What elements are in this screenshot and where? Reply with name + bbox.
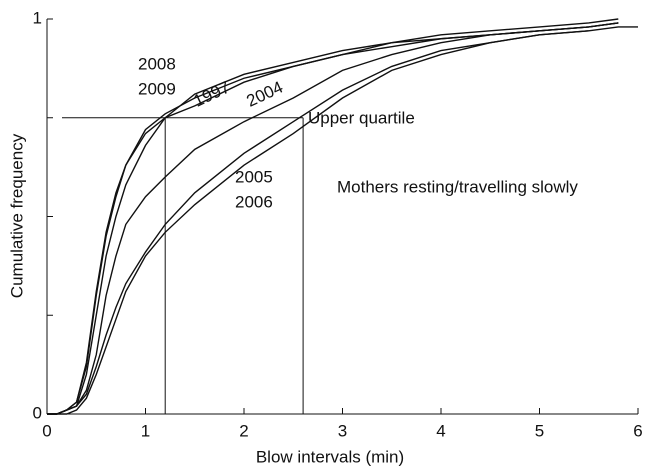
x-tick-label: 2 bbox=[239, 421, 248, 440]
annotation: 2004 bbox=[244, 77, 286, 110]
annotation: Upper quartile bbox=[308, 108, 415, 127]
y-tick-label: 0 bbox=[33, 403, 42, 422]
series-line bbox=[47, 30, 589, 415]
annotation: Mothers resting/travelling slowly bbox=[337, 177, 578, 196]
x-tick-label: 4 bbox=[436, 421, 445, 440]
annotation: 1997 bbox=[191, 77, 233, 110]
y-tick-label: 1 bbox=[33, 8, 42, 27]
annotation: 2009 bbox=[138, 79, 176, 98]
x-tick-label: 3 bbox=[338, 421, 347, 440]
x-axis-label: Blow intervals (min) bbox=[256, 447, 404, 466]
x-tick-label: 0 bbox=[42, 421, 51, 440]
series-line bbox=[47, 18, 619, 415]
x-tick-label: 1 bbox=[141, 421, 150, 440]
annotation: 2005 bbox=[235, 167, 273, 186]
series-line bbox=[47, 26, 638, 415]
annotation: 2006 bbox=[235, 192, 273, 211]
x-tick-label: 6 bbox=[633, 421, 642, 440]
series-line bbox=[47, 22, 619, 415]
series-line bbox=[47, 22, 619, 415]
annotation: 2008 bbox=[138, 54, 176, 73]
series-line bbox=[47, 22, 619, 415]
y-axis-label: Cumulative frequency bbox=[7, 133, 26, 298]
x-tick-label: 5 bbox=[535, 421, 544, 440]
